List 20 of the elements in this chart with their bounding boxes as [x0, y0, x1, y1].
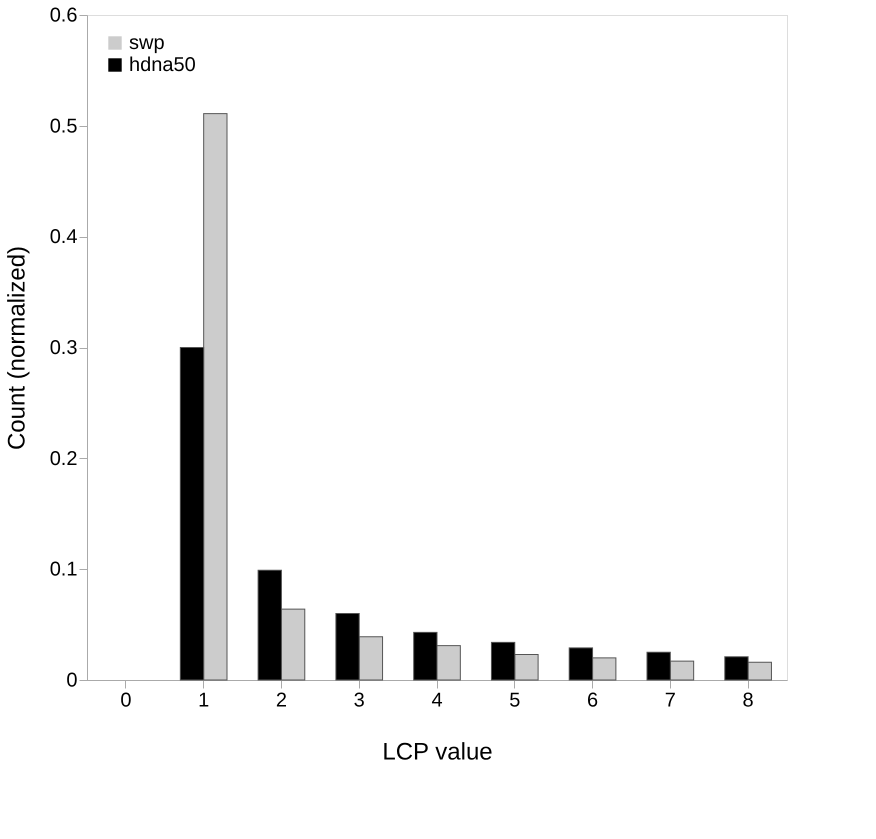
y-axis-title: Count (normalized)	[4, 246, 31, 450]
legend-label: hdna50	[129, 54, 196, 76]
x-axis-title: LCP value	[382, 738, 493, 766]
y-tick-label: 0	[66, 670, 78, 692]
y-tick-label: 0.5	[50, 115, 78, 138]
x-tick-label: 7	[664, 690, 676, 712]
x-tick-label: 0	[120, 690, 132, 712]
y-tick-label: 0.4	[50, 226, 78, 248]
x-tick-label: 6	[586, 690, 598, 712]
legend-label: swp	[129, 32, 165, 54]
y-tick-label: 0.3	[50, 337, 78, 359]
y-tick-label: 0.6	[50, 4, 78, 26]
y-tick-label: 0.1	[50, 558, 78, 581]
y-tick-label: 0.2	[50, 448, 78, 470]
x-tick-label: 3	[354, 690, 365, 712]
x-tick-label: 5	[509, 690, 520, 712]
x-tick-label: 4	[431, 690, 443, 712]
x-tick-label: 1	[198, 690, 210, 712]
x-tick-label: 2	[276, 690, 288, 712]
x-tick-label: 8	[742, 690, 754, 712]
